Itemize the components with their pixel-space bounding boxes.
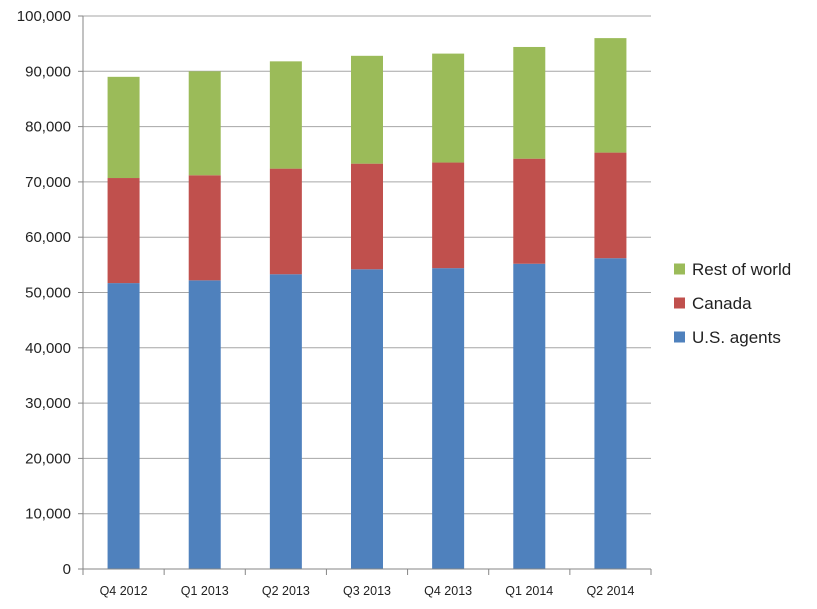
x-tick-label: Q1 2013 <box>181 584 229 598</box>
y-tick-label: 0 <box>63 561 71 578</box>
legend-item: Rest of world <box>674 260 791 279</box>
y-tick-label: 20,000 <box>25 450 71 467</box>
y-axis-tick-labels: 0 10,000 20,000 30,000 40,000 50,000 60,000 70,… <box>17 8 71 578</box>
y-tick-label: 50,000 <box>25 285 71 302</box>
x-tick-label: Q4 2012 <box>100 584 148 598</box>
axes <box>82 16 652 575</box>
x-tick-label: Q4 2013 <box>424 584 472 598</box>
bar-canada <box>107 178 140 284</box>
bar-u-s-agents <box>432 268 465 569</box>
bar-rest-of-world <box>188 71 221 176</box>
legend: Rest of world Canada U.S. agents <box>674 260 791 347</box>
bar-u-s-agents <box>188 280 221 569</box>
bar-canada <box>188 175 221 281</box>
x-tick-label: Q2 2013 <box>262 584 310 598</box>
legend-swatch <box>674 263 685 275</box>
bar-u-s-agents <box>269 274 302 569</box>
x-tick-label: Q3 2013 <box>343 584 391 598</box>
legend-swatch <box>674 297 685 309</box>
x-tick-label: Q2 2014 <box>586 584 634 598</box>
y-tick-label: 40,000 <box>25 340 71 357</box>
y-tick-label: 70,000 <box>25 174 71 191</box>
bar-u-s-agents <box>513 263 546 569</box>
bar-rest-of-world <box>594 38 627 153</box>
x-tick-label: Q1 2014 <box>505 584 553 598</box>
bar-u-s-agents <box>107 283 140 569</box>
bar-rest-of-world <box>351 55 383 164</box>
legend-label: U.S. agents <box>692 328 781 347</box>
bar-canada <box>269 168 302 275</box>
bar-rest-of-world <box>107 76 140 179</box>
bar-canada <box>432 162 465 269</box>
legend-swatch <box>674 331 685 343</box>
y-tick-label: 90,000 <box>25 63 71 80</box>
legend-item: U.S. agents <box>674 328 781 347</box>
legend-item: Canada <box>674 294 752 313</box>
bar-u-s-agents <box>351 269 383 569</box>
bar-canada <box>513 158 546 264</box>
y-tick-label: 60,000 <box>25 229 71 246</box>
legend-label: Rest of world <box>692 260 791 279</box>
bar-canada <box>594 152 627 259</box>
bar-rest-of-world <box>269 61 302 169</box>
bar-canada <box>351 163 383 270</box>
legend-label: Canada <box>692 294 752 313</box>
bars <box>107 38 627 569</box>
y-tick-label: 80,000 <box>25 119 71 136</box>
y-tick-label: 100,000 <box>17 8 71 25</box>
y-tick-label: 10,000 <box>25 506 71 523</box>
x-axis-tick-labels: Q4 2012 Q1 2013 Q2 2013 Q3 2013 Q4 2013 Q1 20… <box>100 584 635 598</box>
y-tick-label: 30,000 <box>25 395 71 412</box>
bar-u-s-agents <box>594 258 627 569</box>
bar-rest-of-world <box>513 46 546 159</box>
bar-rest-of-world <box>432 53 465 163</box>
